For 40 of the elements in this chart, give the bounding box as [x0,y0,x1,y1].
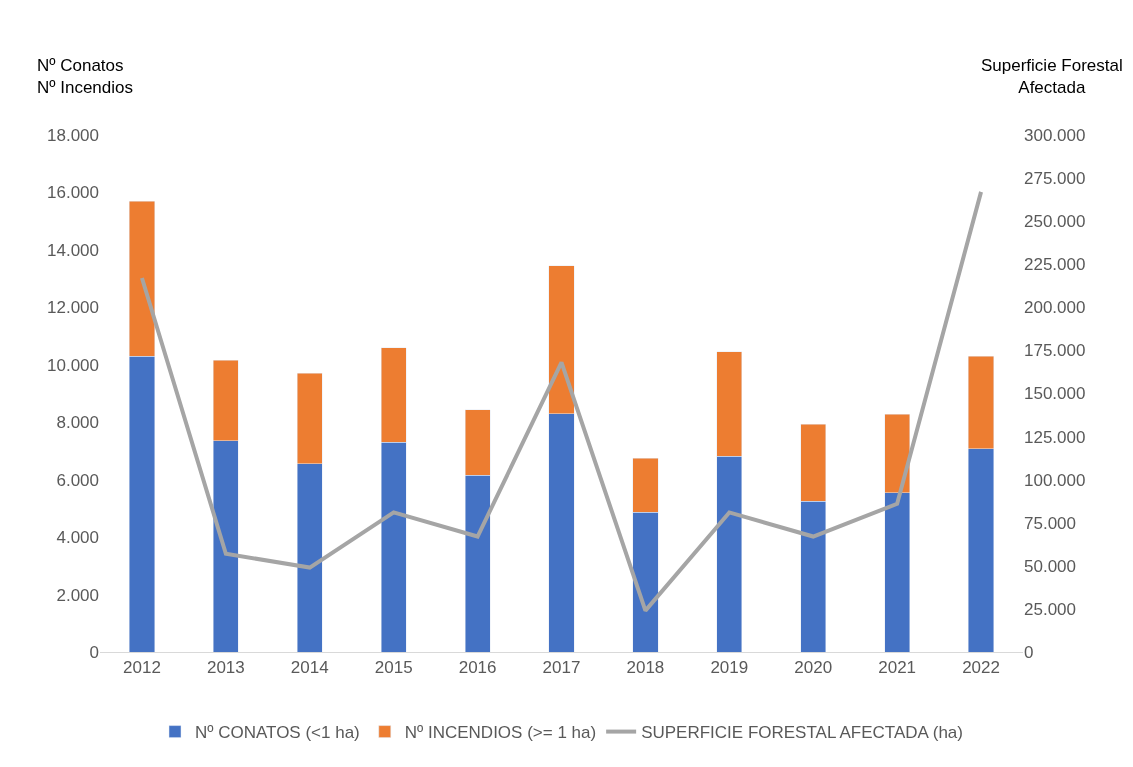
y2-tick-label: 225.000 [1024,255,1086,275]
y-tick-label: 10.000 [47,355,99,375]
y-tick-label: 12.000 [47,298,99,318]
y-tick-label: 6.000 [56,470,99,490]
line-series [139,189,984,613]
x-tick-label: 2014 [290,658,329,678]
x-tick-label: 2013 [206,658,245,678]
y-tick-label: 16.000 [47,183,99,203]
x-tick-label: 2022 [962,658,1000,678]
y2-tick-label: 25.000 [1024,599,1076,619]
x-tick-label: 2019 [710,658,749,678]
y2-tick-label: 50.000 [1024,556,1076,576]
y2-tick-label: 100.000 [1024,470,1086,490]
y2-tick-label: 250.000 [1024,212,1086,232]
x-tick-label: 2017 [542,658,581,678]
y-tick-label: 14.000 [47,240,99,260]
y2-tick-label: 125.000 [1024,427,1086,447]
y2-tick-label: 150.000 [1024,384,1086,404]
x-tick-label: 2020 [794,658,833,678]
y2-axis-title: Superficie Forestal Afectada [981,56,1123,98]
x-tick-label: 2018 [626,658,665,678]
y-tick-label: 0 [89,642,99,662]
x-tick-label: 2015 [374,658,413,678]
y-tick-label: 2.000 [56,585,99,605]
legend-label: SUPERFICIE FORESTAL AFECTADA (ha) [641,723,963,743]
x-tick-label: 2016 [458,658,497,678]
legend-label: Nº INCENDIOS (>= 1 ha) [404,723,597,743]
y2-tick-label: 200.000 [1024,298,1086,318]
y2-tick-label: 175.000 [1024,341,1086,361]
legend-label: Nº CONATOS (<1 ha) [195,723,360,743]
x-tick-label: 2012 [123,658,161,678]
y-tick-label: 18.000 [47,125,99,145]
y-tick-label: 8.000 [56,413,99,433]
y2-tick-label: 75.000 [1024,513,1076,533]
y-axis-title: Nº Conatos Nº Incendios [37,56,133,98]
y2-tick-label: 300.000 [1024,125,1086,145]
y2-tick-label: 275.000 [1024,169,1086,189]
x-tick-label: 2021 [878,658,917,678]
y2-tick-label: 0 [1024,642,1034,662]
y-tick-label: 4.000 [56,528,99,548]
